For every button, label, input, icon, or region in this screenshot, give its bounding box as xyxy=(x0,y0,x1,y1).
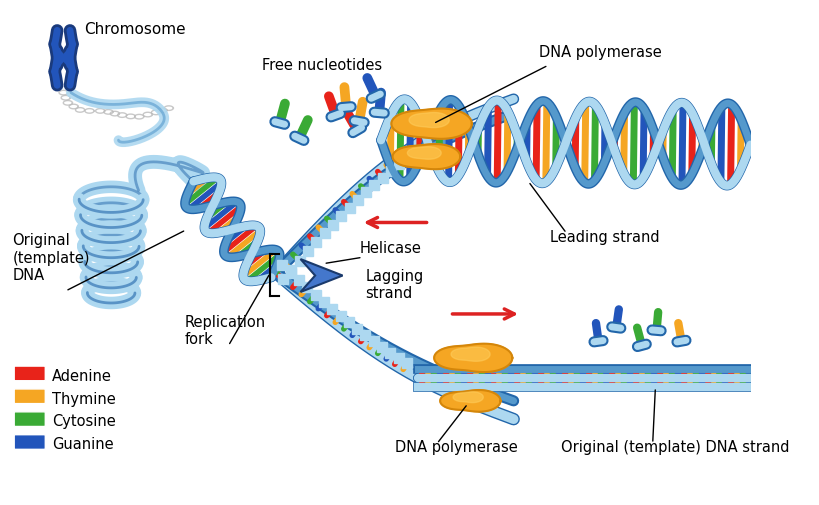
Text: Lagging
strand: Lagging strand xyxy=(365,269,423,301)
Text: Leading strand: Leading strand xyxy=(550,229,660,244)
Text: Original
(template)
DNA: Original (template) DNA xyxy=(12,233,90,283)
Polygon shape xyxy=(407,147,441,160)
Polygon shape xyxy=(409,113,450,128)
Polygon shape xyxy=(391,110,472,139)
Text: Guanine: Guanine xyxy=(52,436,113,451)
Text: DNA polymerase: DNA polymerase xyxy=(539,45,662,60)
Polygon shape xyxy=(440,390,500,412)
Text: Helicase: Helicase xyxy=(360,240,422,255)
Text: Cytosine: Cytosine xyxy=(52,414,115,429)
FancyBboxPatch shape xyxy=(14,366,45,381)
Polygon shape xyxy=(453,392,483,403)
Polygon shape xyxy=(434,344,513,372)
Polygon shape xyxy=(301,260,342,292)
Text: Replication
fork: Replication fork xyxy=(184,314,265,346)
Text: DNA polymerase: DNA polymerase xyxy=(395,439,518,455)
Text: Thymine: Thymine xyxy=(52,391,115,406)
FancyBboxPatch shape xyxy=(14,435,45,449)
Text: Free nucleotides: Free nucleotides xyxy=(262,58,382,73)
Polygon shape xyxy=(451,347,490,362)
FancyBboxPatch shape xyxy=(14,389,45,404)
Text: Adenine: Adenine xyxy=(52,368,111,383)
Polygon shape xyxy=(392,145,460,170)
FancyBboxPatch shape xyxy=(14,412,45,427)
Text: Original (template) DNA strand: Original (template) DNA strand xyxy=(561,439,790,455)
Text: Chromosome: Chromosome xyxy=(84,22,185,37)
